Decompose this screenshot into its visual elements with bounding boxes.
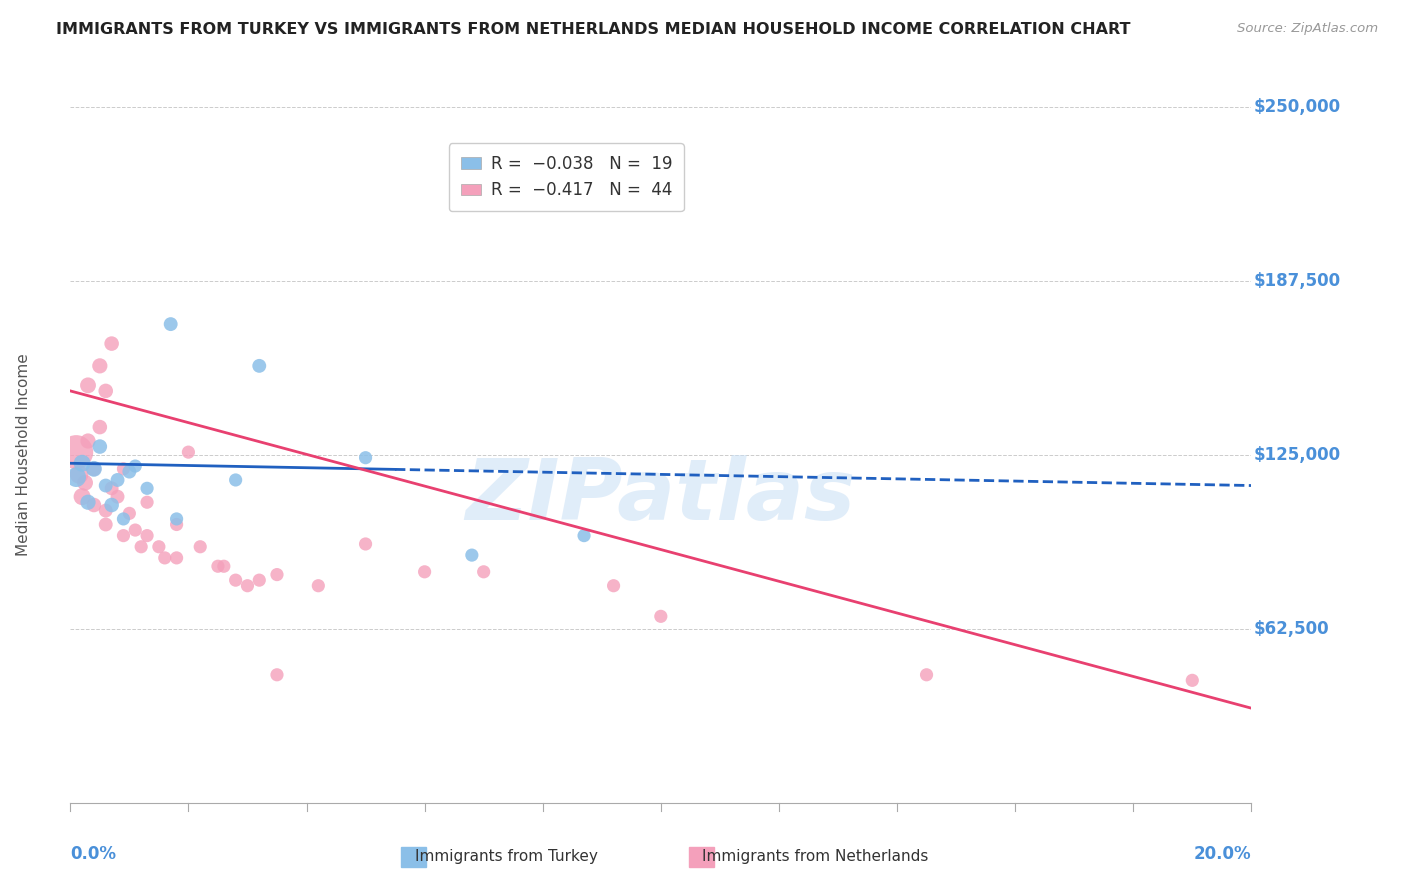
Text: $250,000: $250,000 xyxy=(1254,98,1341,116)
Point xyxy=(77,495,100,509)
Text: ZIPatlas: ZIPatlas xyxy=(465,455,856,538)
Point xyxy=(247,573,270,587)
Point xyxy=(75,475,96,490)
Point xyxy=(212,559,235,574)
Point xyxy=(94,503,117,517)
Point xyxy=(153,550,176,565)
Point xyxy=(100,481,122,495)
Text: Source: ZipAtlas.com: Source: ZipAtlas.com xyxy=(1237,22,1378,36)
Point xyxy=(148,540,170,554)
Point xyxy=(136,481,159,495)
Point xyxy=(107,473,129,487)
Text: $187,500: $187,500 xyxy=(1254,272,1341,290)
Point xyxy=(166,517,188,532)
Point xyxy=(107,490,129,504)
Point xyxy=(207,559,229,574)
Point xyxy=(94,478,117,492)
Point xyxy=(136,528,159,542)
Point xyxy=(70,490,93,504)
Point xyxy=(65,445,87,459)
Text: Immigrants from Netherlands: Immigrants from Netherlands xyxy=(702,849,929,863)
Point xyxy=(472,565,495,579)
Point xyxy=(67,467,90,482)
Point xyxy=(307,579,329,593)
Point xyxy=(77,378,100,392)
Point xyxy=(650,609,672,624)
Legend: R =  −0.038   N =  19, R =  −0.417   N =  44: R = −0.038 N = 19, R = −0.417 N = 44 xyxy=(449,144,683,211)
Point xyxy=(236,579,259,593)
Point xyxy=(118,507,141,521)
Point xyxy=(1181,673,1204,688)
Text: $62,500: $62,500 xyxy=(1254,620,1329,638)
Point xyxy=(354,537,377,551)
Point xyxy=(94,517,117,532)
Point xyxy=(89,440,111,454)
Point xyxy=(94,384,117,398)
Point xyxy=(124,458,146,473)
Point xyxy=(77,434,100,448)
Text: 0.0%: 0.0% xyxy=(70,845,117,863)
Point xyxy=(166,550,188,565)
Point xyxy=(89,359,111,373)
Point xyxy=(915,667,938,681)
Point xyxy=(188,540,211,554)
Point xyxy=(124,523,146,537)
Point xyxy=(166,512,188,526)
Text: Median Household Income: Median Household Income xyxy=(15,353,31,557)
Point xyxy=(118,465,141,479)
Point xyxy=(70,456,93,470)
Point xyxy=(129,540,152,554)
Point xyxy=(83,498,105,512)
Point xyxy=(572,528,595,542)
Point xyxy=(65,470,87,484)
Point xyxy=(112,528,135,542)
Text: Immigrants from Turkey: Immigrants from Turkey xyxy=(415,849,598,863)
Text: $125,000: $125,000 xyxy=(1254,446,1341,464)
Point xyxy=(89,420,111,434)
Point xyxy=(159,317,181,331)
Point xyxy=(177,445,200,459)
Point xyxy=(461,548,484,562)
Point xyxy=(266,667,288,681)
Point xyxy=(225,573,247,587)
Point xyxy=(83,462,105,476)
Point xyxy=(112,462,135,476)
Point xyxy=(354,450,377,465)
Point xyxy=(100,336,122,351)
Point xyxy=(112,512,135,526)
Point xyxy=(83,462,105,476)
Point xyxy=(136,495,159,509)
Point xyxy=(602,579,624,593)
Point xyxy=(247,359,270,373)
Point xyxy=(225,473,247,487)
Point xyxy=(100,498,122,512)
Point xyxy=(413,565,436,579)
Point xyxy=(266,567,288,582)
Text: IMMIGRANTS FROM TURKEY VS IMMIGRANTS FROM NETHERLANDS MEDIAN HOUSEHOLD INCOME CO: IMMIGRANTS FROM TURKEY VS IMMIGRANTS FRO… xyxy=(56,22,1130,37)
Text: 20.0%: 20.0% xyxy=(1194,845,1251,863)
